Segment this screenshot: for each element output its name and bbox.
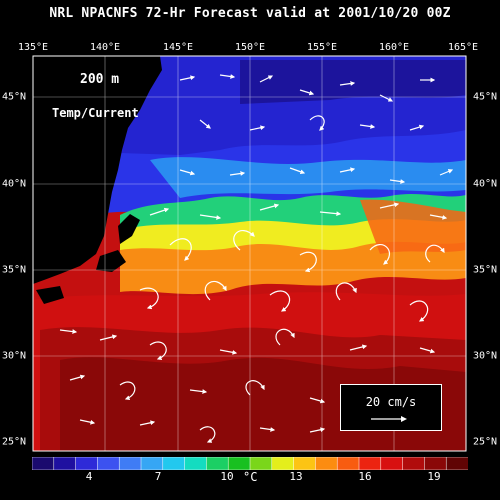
lat-label-right: 40°N	[473, 178, 498, 190]
colorbar-segment	[271, 457, 295, 470]
vector-scale-legend: 20 cm/s	[340, 384, 442, 431]
colorbar-segment	[227, 457, 251, 470]
map-frame	[32, 55, 467, 452]
colorbar-segment	[380, 457, 404, 470]
colorbar-segment	[315, 457, 338, 470]
lat-label-right: 25°N	[473, 436, 498, 448]
colorbar-segment	[336, 457, 360, 470]
colorbar-tick-label: 13	[289, 470, 303, 483]
lat-label-right: 35°N	[473, 264, 498, 276]
lat-label-right: 30°N	[473, 350, 498, 362]
colorbar-tick-label: 4	[85, 470, 93, 483]
colorbar-segment	[424, 457, 447, 470]
colorbar-segment	[445, 457, 468, 470]
colorbar-segment	[118, 457, 142, 470]
colorbar-segment	[206, 457, 229, 470]
colorbar-segment	[293, 457, 317, 470]
map-title: NRL NPACNFS 72-Hr Forecast valid at 2001…	[49, 6, 451, 21]
lon-label: 160°E	[378, 42, 410, 53]
lat-label-left: 25°N	[2, 436, 27, 448]
colorbar-unit: °C	[243, 470, 258, 484]
colorbar-tick-label: 16	[358, 470, 372, 483]
lon-label: 165°E	[447, 42, 479, 53]
colorbar-segment	[184, 457, 208, 470]
lat-label-left: 30°N	[2, 350, 27, 362]
lon-label: 140°E	[89, 42, 121, 53]
lat-label-right: 45°N	[473, 91, 498, 103]
lon-label: 135°E	[17, 42, 49, 53]
lat-label-left: 45°N	[2, 91, 27, 103]
depth-label: 200 m	[80, 72, 120, 87]
colorbar-segment	[97, 457, 120, 470]
colorbar-segment	[162, 457, 186, 470]
colorbar-tick-label: 19	[427, 470, 441, 483]
colorbar-tick-label: 7	[154, 470, 162, 483]
colorbar-segment	[358, 457, 382, 470]
colorbar-segment	[402, 457, 426, 470]
land-japan	[33, 56, 162, 284]
lon-label: 155°E	[306, 42, 338, 53]
lon-label: 150°E	[234, 42, 266, 53]
colorbar-tick-label: 10	[220, 470, 234, 483]
lon-label: 145°E	[162, 42, 194, 53]
vector-scale-arrow-icon	[371, 416, 407, 422]
vector-scale-label: 20 cm/s	[365, 395, 417, 409]
field-label: Temp/Current	[52, 106, 139, 120]
temperature-colorbar	[32, 457, 468, 470]
colorbar-segment	[75, 457, 99, 470]
colorbar-segment	[32, 457, 55, 470]
colorbar-segment	[249, 457, 273, 470]
lat-label-left: 35°N	[2, 264, 27, 276]
lat-label-left: 40°N	[2, 178, 27, 190]
colorbar-segment	[53, 457, 77, 470]
colorbar-segment	[140, 457, 164, 470]
